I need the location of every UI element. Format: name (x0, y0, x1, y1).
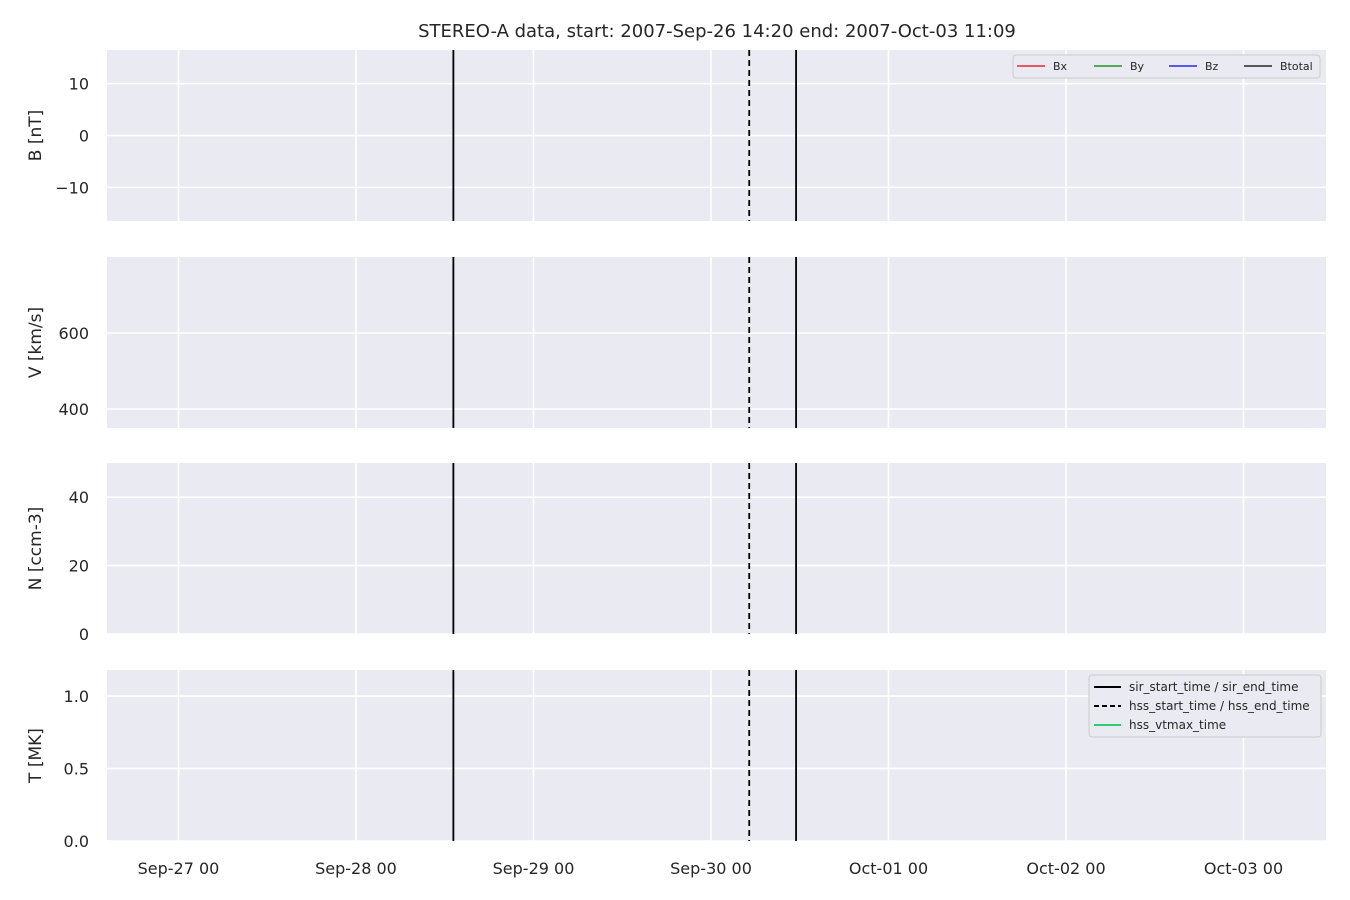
legend-frame (1088, 674, 1322, 738)
legend-label: hss_vtmax_time (1129, 718, 1226, 732)
y-tick-label: 0 (79, 625, 89, 644)
plot-area (107, 463, 1326, 634)
x-tick-label: Oct-01 00 (849, 859, 928, 878)
y-tick-label: 10 (69, 75, 89, 94)
legend-events: sir_start_time / sir_end_time hss_start_t… (1088, 674, 1322, 738)
y-tick-label: 0.0 (64, 832, 89, 851)
x-tick-label: Sep-29 00 (493, 859, 575, 878)
x-tick-label: Sep-28 00 (315, 859, 397, 878)
y-tick-label: −10 (55, 178, 89, 197)
y-axis-label: T [MK] (26, 728, 46, 784)
legend-label: By (1130, 60, 1145, 73)
y-tick-label: 20 (69, 557, 89, 576)
y-tick-label: 1.0 (64, 687, 89, 706)
y-tick-label: 600 (58, 324, 89, 343)
panel-V: 600 400 V [km/s] (26, 257, 1326, 428)
x-tick-label: Oct-02 00 (1026, 859, 1105, 878)
panel-N: 40 20 0 N [ccm-3] (26, 463, 1326, 644)
y-tick-label: 0 (79, 127, 89, 146)
plot-area (107, 257, 1326, 428)
y-tick-label: 400 (58, 400, 89, 419)
legend-frame (1012, 54, 1321, 79)
legends: Bx By Bz Btotal sir_start_time / sir_end_tim… (1012, 54, 1322, 738)
y-tick-label: 40 (69, 488, 89, 507)
legend-label: sir_start_time / sir_end_time (1129, 680, 1299, 694)
legend-label: Bx (1053, 60, 1068, 73)
y-tick-label: 0.5 (64, 760, 89, 779)
legend-label: Btotal (1280, 60, 1313, 73)
chart-title: STEREO-A data, start: 2007-Sep-26 14:20 … (418, 21, 1016, 42)
x-axis-ticks: Sep-27 00 Sep-28 00 Sep-29 00 Sep-30 00 Oct-… (138, 859, 1284, 878)
y-axis-label: N [ccm-3] (26, 507, 46, 591)
y-axis-label: B [nT] (26, 110, 46, 162)
legend-b: Bx By Bz Btotal (1012, 54, 1321, 79)
x-tick-label: Sep-27 00 (138, 859, 220, 878)
x-tick-label: Oct-03 00 (1204, 859, 1283, 878)
legend-label: hss_start_time / hss_end_time (1129, 699, 1310, 713)
x-tick-label: Sep-30 00 (670, 859, 752, 878)
legend-label: Bz (1205, 60, 1219, 73)
y-axis-label: V [km/s] (26, 307, 46, 378)
